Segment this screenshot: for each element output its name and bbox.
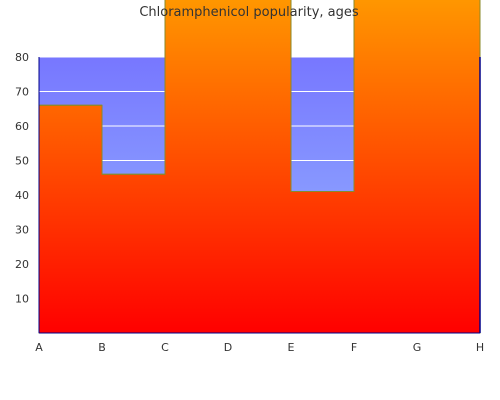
y-tick-label: 70 xyxy=(15,86,29,99)
y-tick-label: 60 xyxy=(15,120,29,133)
x-tick-label: A xyxy=(35,341,43,354)
y-tick-label: 10 xyxy=(15,293,29,306)
y-tick-label: 30 xyxy=(15,224,29,237)
x-tick-label: D xyxy=(224,341,232,354)
x-tick-label: C xyxy=(161,341,169,354)
chart-title: Chloramphenicol popularity, ages xyxy=(139,5,359,20)
step-series-area xyxy=(38,0,481,334)
y-tick-label: 80 xyxy=(15,51,29,64)
y-tick-label: 20 xyxy=(15,258,29,271)
x-tick-label: G xyxy=(413,341,422,354)
x-tick-label: B xyxy=(98,341,106,354)
axes xyxy=(38,57,481,334)
y-axis-ticks: 10 20 30 40 50 60 70 80 xyxy=(15,51,29,306)
y-tick-label: 40 xyxy=(15,189,29,202)
x-tick-label: H xyxy=(476,341,484,354)
x-axis-ticks: A B C D E F G H xyxy=(35,341,484,354)
y-tick-label: 50 xyxy=(15,155,29,168)
x-tick-label: F xyxy=(351,341,357,354)
step-area xyxy=(38,0,481,334)
x-tick-label: E xyxy=(288,341,295,354)
